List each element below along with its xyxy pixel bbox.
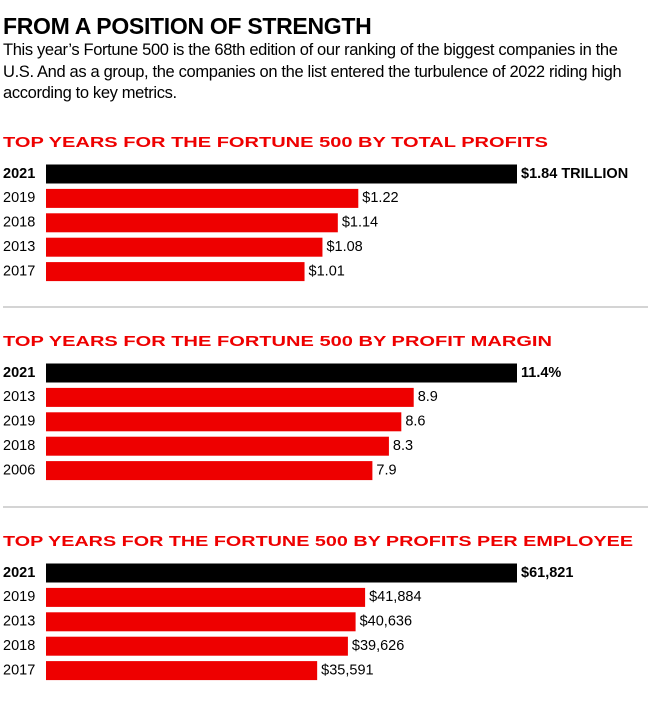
- bar: [46, 363, 517, 383]
- value-label: $1.84 TRILLION: [521, 166, 628, 182]
- category-label: 2018: [3, 638, 35, 654]
- chart-title: TOP YEARS FOR THE FORTUNE 500 BY TOTAL P…: [3, 135, 548, 151]
- category-label: 2021: [3, 166, 35, 182]
- value-label: $1.08: [326, 239, 362, 255]
- category-label: 2019: [3, 190, 35, 206]
- value-label: $35,591: [321, 662, 373, 678]
- value-label: 8.6: [405, 414, 425, 430]
- category-label: 2013: [3, 614, 35, 630]
- bar: [46, 213, 338, 233]
- value-label: 11.4%: [521, 365, 561, 381]
- bar: [46, 661, 318, 681]
- bar: [46, 436, 389, 456]
- bar: [46, 461, 373, 481]
- bar: [46, 262, 305, 282]
- value-label: $1.01: [309, 263, 345, 279]
- category-label: 2019: [3, 414, 35, 430]
- category-label: 2019: [3, 589, 35, 605]
- page-title: FROM A POSITION OF STRENGTH: [3, 13, 372, 39]
- header: FROM A POSITION OF STRENGTH This year’s …: [3, 12, 648, 105]
- value-label: $39,626: [352, 638, 404, 654]
- category-label: 2013: [3, 389, 35, 405]
- chart-title: TOP YEARS FOR THE FORTUNE 500 BY PROFITS…: [3, 534, 633, 550]
- value-label: $1.22: [362, 190, 398, 206]
- value-label: $61,821: [521, 565, 573, 581]
- value-label: 7.9: [376, 462, 396, 478]
- value-label: $1.14: [342, 215, 378, 231]
- bar: [46, 636, 348, 656]
- category-label: 2021: [3, 365, 35, 381]
- bar: [46, 612, 356, 632]
- bar: [46, 412, 402, 432]
- category-label: 2017: [3, 263, 35, 279]
- value-label: $41,884: [369, 589, 421, 605]
- category-label: 2013: [3, 239, 35, 255]
- category-label: 2021: [3, 565, 35, 581]
- value-label: 8.3: [393, 438, 413, 454]
- bar: [46, 587, 366, 607]
- bar: [46, 237, 323, 257]
- bar: [46, 563, 517, 583]
- page-subtitle: This year’s Fortune 500 is the 68th edit…: [3, 41, 622, 102]
- bar: [46, 387, 414, 407]
- category-label: 2006: [3, 462, 35, 478]
- category-label: 2018: [3, 215, 35, 231]
- category-label: 2018: [3, 438, 35, 454]
- chart-title: TOP YEARS FOR THE FORTUNE 500 BY PROFIT …: [3, 334, 552, 350]
- category-label: 2017: [3, 662, 35, 678]
- value-label: $40,636: [360, 614, 412, 630]
- value-label: 8.9: [418, 389, 438, 405]
- bar: [46, 164, 517, 184]
- bar: [46, 188, 359, 208]
